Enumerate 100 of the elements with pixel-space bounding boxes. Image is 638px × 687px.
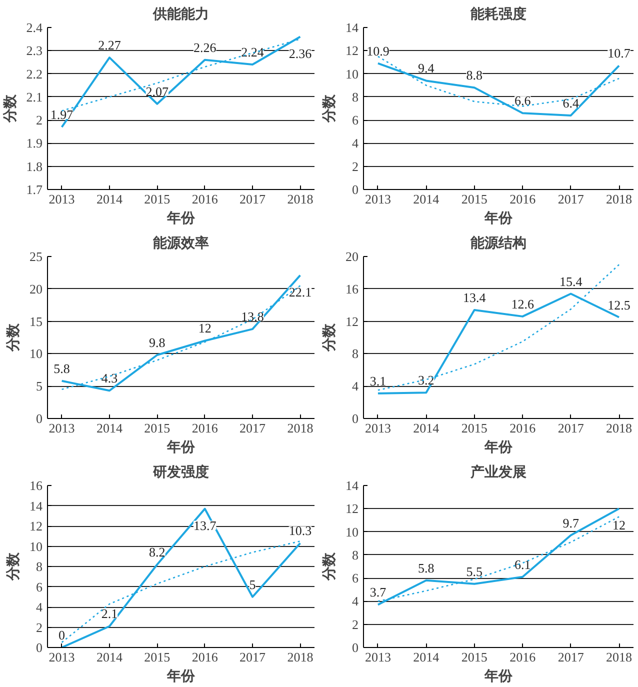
y-tick-label: 8 (352, 89, 358, 104)
y-tick-label: 20 (30, 281, 42, 296)
data-label: 6.6 (514, 93, 532, 108)
data-label: 13.4 (463, 290, 486, 305)
y-tick-label: 2 (36, 620, 42, 635)
x-tick-label: 2016 (192, 650, 218, 664)
x-tick-label: 2018 (287, 192, 314, 206)
x-axis-title: 年份 (484, 668, 514, 684)
data-label: 12 (198, 320, 212, 336)
y-tick-label: 10 (30, 346, 42, 362)
y-tick-label: 4 (352, 136, 359, 151)
y-tick-label: 12 (346, 314, 358, 329)
x-tick-label: 2017 (240, 420, 266, 436)
chart-title: 能源效率 (153, 234, 209, 252)
x-tick-label: 2018 (287, 420, 314, 436)
x-tick-label: 2017 (558, 192, 584, 206)
x-tick-label: 2013 (48, 420, 75, 436)
data-label: 5.8 (418, 560, 434, 576)
x-tick-label: 2017 (240, 650, 266, 664)
chart-title: 产业发展 (470, 464, 526, 480)
x-tick-label: 2014 (413, 650, 440, 664)
y-tick-label: 4 (352, 378, 359, 394)
y-tick-label: 14 (30, 498, 43, 514)
x-tick-label: 2015 (144, 192, 170, 206)
y-tick-label: 10 (346, 66, 358, 82)
data-label: 0 (58, 628, 66, 642)
data-label: 2.27 (98, 38, 122, 53)
x-tick-label: 2013 (48, 650, 75, 664)
x-tick-label: 2017 (558, 420, 584, 436)
x-tick-label: 2016 (192, 420, 218, 436)
y-tick-label: 0 (352, 411, 358, 426)
data-label: 9.8 (149, 334, 166, 350)
data-label: 3.7 (370, 584, 387, 600)
data-label: 5.8 (54, 360, 70, 376)
x-tick-label: 2013 (48, 192, 75, 206)
data-label: 12.6 (511, 296, 534, 312)
data-label: 3.1 (370, 373, 386, 388)
data-label: 10.9 (366, 43, 390, 58)
y-tick-label: 0 (352, 640, 358, 655)
y-tick-label: 15 (30, 314, 42, 329)
y-tick-label: 8 (36, 559, 42, 574)
x-tick-label: 2016 (510, 420, 536, 436)
x-tick-label: 2015 (461, 650, 488, 664)
x-tick-label: 2018 (606, 650, 632, 664)
data-label: 22.1 (288, 284, 312, 300)
y-tick-label: 14 (346, 20, 359, 35)
y-tick-label: 12 (346, 501, 358, 516)
x-tick-label: 2017 (558, 650, 584, 664)
y-axis-title: 分数 (6, 322, 22, 352)
y-tick-label: 1.8 (26, 158, 42, 174)
x-tick-label: 2013 (364, 650, 391, 664)
y-tick-label: 10 (346, 524, 358, 540)
data-label: 5.5 (466, 564, 483, 579)
y-tick-label: 2.3 (26, 43, 42, 58)
chart-title: 能耗强度 (470, 6, 526, 22)
data-label: 9.4 (418, 60, 435, 76)
x-tick-label: 2015 (144, 420, 170, 436)
y-tick-label: 8 (352, 547, 358, 562)
y-tick-label: 12 (30, 518, 42, 534)
x-tick-label: 2017 (240, 192, 266, 206)
x-tick-label: 2014 (96, 650, 123, 664)
x-tick-label: 2013 (364, 420, 391, 436)
x-tick-label: 2013 (364, 192, 391, 206)
y-tick-label: 6 (352, 112, 359, 128)
data-label: 9.7 (562, 515, 580, 530)
y-tick-label: 5 (36, 378, 42, 394)
data-label: 2.36 (288, 46, 312, 61)
y-tick-label: 4 (352, 594, 359, 609)
data-label: 12 (612, 518, 626, 533)
y-tick-label: 1.7 (26, 182, 43, 197)
y-tick-label: 6 (352, 570, 359, 586)
y-tick-label: 8 (352, 346, 358, 362)
y-axis-title: 分数 (322, 322, 338, 352)
data-label: 10.7 (608, 46, 631, 61)
data-label: 13.7 (193, 518, 217, 533)
data-label: 2.1 (101, 606, 118, 622)
chart-title: 研发强度 (152, 464, 209, 480)
y-tick-label: 2 (352, 616, 358, 632)
data-label: 2.26 (193, 40, 217, 55)
x-tick-label: 2015 (461, 420, 488, 436)
x-axis-title: 年份 (166, 210, 196, 226)
x-tick-label: 2014 (96, 420, 123, 436)
x-tick-label: 2016 (510, 650, 536, 664)
x-axis-title: 年份 (166, 440, 196, 456)
y-tick-label: 1.9 (26, 136, 42, 151)
data-label: 12.5 (608, 297, 630, 312)
data-label: 6.4 (562, 95, 580, 110)
data-label: 8.8 (466, 68, 483, 83)
x-tick-label: 2018 (606, 192, 632, 206)
y-tick-label: 2 (36, 112, 42, 128)
y-tick-label: 0 (36, 640, 42, 655)
y-tick-label: 2.4 (26, 20, 43, 35)
y-axis-title: 分数 (322, 552, 338, 582)
y-tick-label: 16 (30, 478, 43, 493)
chart-title: 供能能力 (152, 6, 209, 22)
chart-title: 能源结构 (470, 236, 526, 252)
data-label: 8.2 (149, 544, 166, 560)
data-label: 1.97 (50, 107, 74, 122)
y-tick-label: 14 (346, 478, 359, 493)
x-tick-label: 2015 (461, 192, 488, 206)
